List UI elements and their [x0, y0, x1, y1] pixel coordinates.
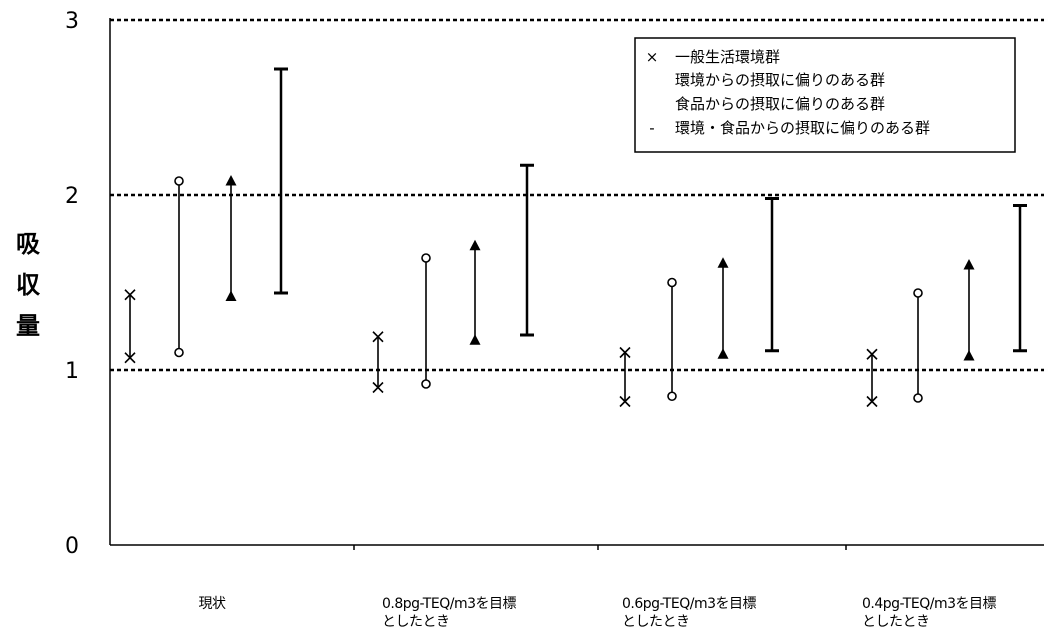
range-dash-3	[765, 197, 779, 353]
legend-box	[634, 37, 1016, 153]
range-circle-1	[174, 176, 184, 358]
cross-marker	[619, 395, 631, 408]
y-tick-label: 1	[65, 359, 79, 384]
y-tick-labels: 0 1 2 3	[65, 9, 79, 559]
triangle-marker	[717, 257, 729, 268]
data-marks	[124, 67, 1027, 408]
triangle-marker	[963, 350, 975, 361]
legend-label: 一般生活環境群	[675, 48, 780, 66]
category-label-1: 現状	[199, 596, 226, 612]
cross-marker	[124, 289, 136, 301]
triangle-marker	[469, 239, 481, 251]
triangle-marker	[469, 334, 481, 345]
y-axis-label-char: 吸	[16, 230, 40, 258]
legend-label: 環境・食品からの摂取に偏りのある群	[675, 119, 930, 137]
circle-marker	[174, 347, 184, 358]
y-tick-label: 3	[65, 9, 79, 34]
triangle-marker	[225, 175, 237, 186]
category-label-4: 0.4pg-TEQ/m3を目標としたとき	[862, 596, 996, 630]
category-label-2: 0.8pg-TEQ/m3を目標としたとき	[382, 596, 516, 630]
circle-marker	[667, 277, 677, 288]
range-dash-1	[274, 67, 288, 295]
cross-marker	[372, 331, 384, 343]
axes	[109, 18, 1044, 550]
circle-marker	[421, 253, 431, 263]
legend-entry-3: 食品からの摂取に偏りのある群	[675, 95, 885, 113]
range-triangle-1	[225, 175, 237, 301]
cross-marker	[866, 395, 878, 408]
y-axis-label-char: 量	[16, 312, 40, 340]
range-cross-1	[124, 289, 136, 364]
legend-marker: ×	[646, 48, 659, 66]
cross-marker	[619, 346, 631, 359]
legend-entry-2: 環境からの摂取に偏りのある群	[675, 71, 885, 89]
range-cross-2	[372, 331, 384, 394]
range-dash-2	[520, 163, 534, 337]
range-cross-3	[619, 346, 631, 408]
range-triangle-4	[963, 259, 975, 361]
cross-marker	[124, 352, 136, 364]
circle-marker	[421, 379, 431, 389]
range-dash-4	[1013, 204, 1027, 353]
cross-marker	[866, 348, 878, 360]
legend-marker: -	[649, 119, 654, 137]
x-category-labels: 現状 0.8pg-TEQ/m3を目標としたとき 0.6pg-TEQ/m3を目標とした…	[199, 596, 997, 630]
y-axis-label: 吸収量	[16, 230, 41, 340]
circle-marker	[913, 288, 923, 298]
legend-label: 食品からの摂取に偏りのある群	[675, 95, 885, 113]
legend-entry-4: - 環境・食品からの摂取に偏りのある群	[649, 119, 930, 137]
range-triangle-2	[469, 239, 481, 345]
range-circle-4	[913, 288, 923, 403]
range-cross-4	[866, 348, 878, 408]
y-axis-label-char: 収	[16, 271, 41, 299]
cross-marker	[372, 381, 384, 394]
range-triangle-3	[717, 257, 729, 359]
circle-marker	[174, 176, 184, 186]
range-circle-2	[421, 253, 431, 389]
legend-entry-1: × 一般生活環境群	[646, 48, 780, 66]
y-tick-label: 0	[65, 534, 79, 559]
y-tick-label: 2	[65, 184, 79, 209]
circle-marker	[667, 391, 677, 402]
category-label-3: 0.6pg-TEQ/m3を目標としたとき	[622, 596, 756, 630]
legend-label: 環境からの摂取に偏りのある群	[675, 71, 885, 89]
range-circle-3	[667, 277, 677, 402]
reference-lines	[110, 18, 1044, 372]
circle-marker	[913, 393, 923, 403]
triangle-marker	[225, 290, 237, 301]
triangle-marker	[717, 348, 729, 359]
triangle-marker	[963, 259, 975, 270]
